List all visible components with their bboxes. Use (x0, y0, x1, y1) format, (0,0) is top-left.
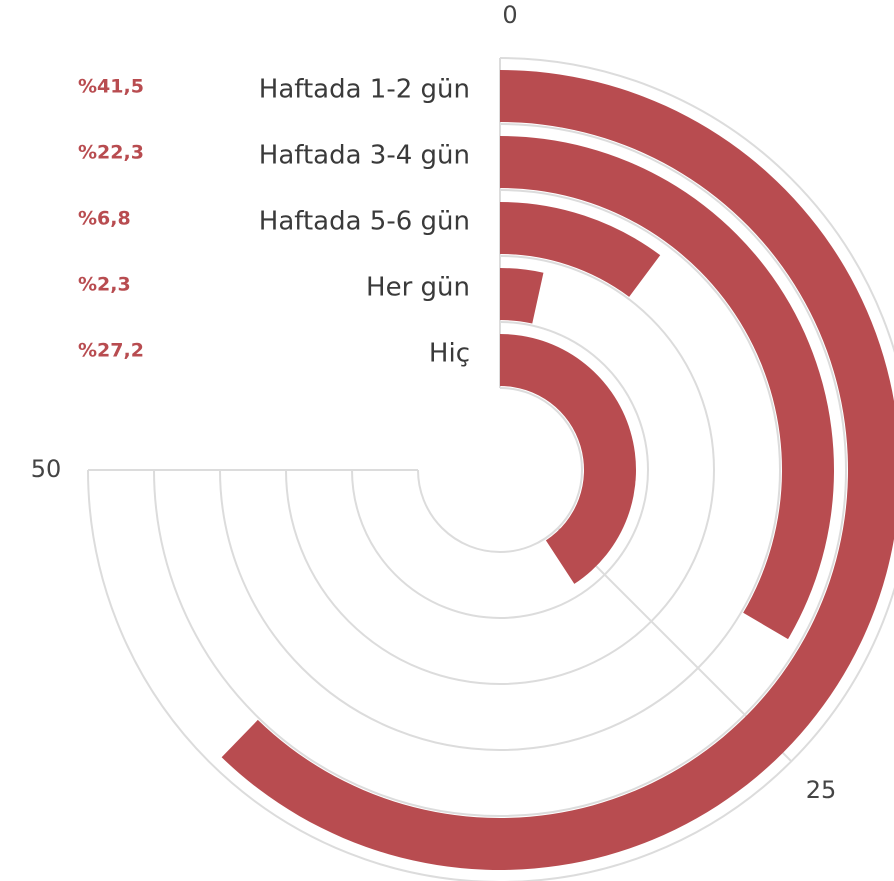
bar (500, 136, 835, 640)
category-label: Haftada 5-6 gün (259, 207, 470, 237)
tick-label: 25 (806, 776, 837, 804)
value-label: %41,5 (78, 76, 144, 98)
category-label: Haftada 3-4 gün (259, 141, 470, 171)
tick-label: 0 (502, 1, 517, 29)
category-label: Hiç (429, 339, 470, 369)
value-label: %6,8 (78, 208, 131, 230)
grid-ring (417, 387, 583, 553)
tick-label: 50 (31, 455, 62, 483)
bar (500, 268, 544, 324)
value-label: %27,2 (78, 340, 144, 362)
category-label: Her gün (366, 273, 470, 303)
value-label: %2,3 (78, 274, 131, 296)
value-label: %22,3 (78, 142, 144, 164)
category-label: Haftada 1-2 gün (259, 75, 470, 105)
bar (500, 202, 661, 297)
bar (221, 70, 894, 870)
bar (500, 334, 637, 584)
